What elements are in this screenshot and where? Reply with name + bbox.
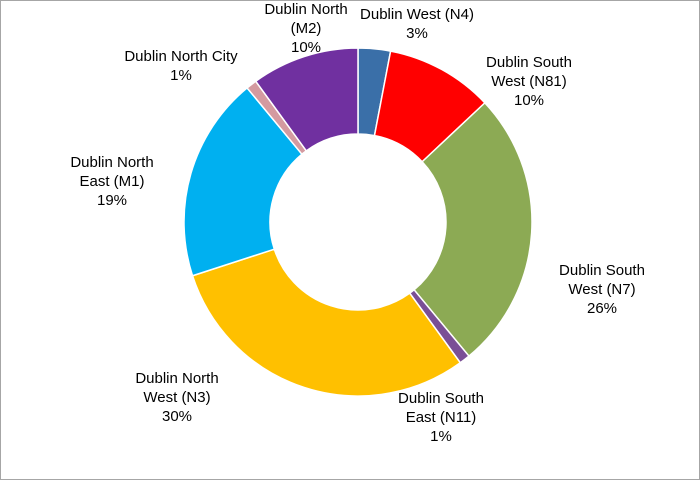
- data-label-dublin-north-east-m1: Dublin North East (M1) 19%: [70, 154, 153, 209]
- data-label-dublin-south-east-n11: Dublin South East (N11) 1%: [398, 390, 484, 445]
- slice-dublin-north-m2: [254, 47, 359, 152]
- slice-dublin-north-west-n3: [191, 248, 462, 397]
- data-label-dublin-west-n4: Dublin West (N4) 3%: [360, 6, 474, 42]
- data-label-dublin-south-west-n81: Dublin South West (N81) 10%: [486, 54, 572, 109]
- slice-dublin-north-east-m1: [183, 86, 303, 277]
- data-label-dublin-north-city: Dublin North City 1%: [124, 48, 238, 84]
- data-label-dublin-south-west-n7: Dublin South West (N7) 26%: [559, 262, 645, 317]
- data-label-dublin-north-west-n3: Dublin North West (N3) 30%: [135, 370, 218, 425]
- slice-dublin-south-west-n7: [413, 101, 533, 358]
- data-label-dublin-north-m2: Dublin North (M2) 10%: [264, 1, 347, 56]
